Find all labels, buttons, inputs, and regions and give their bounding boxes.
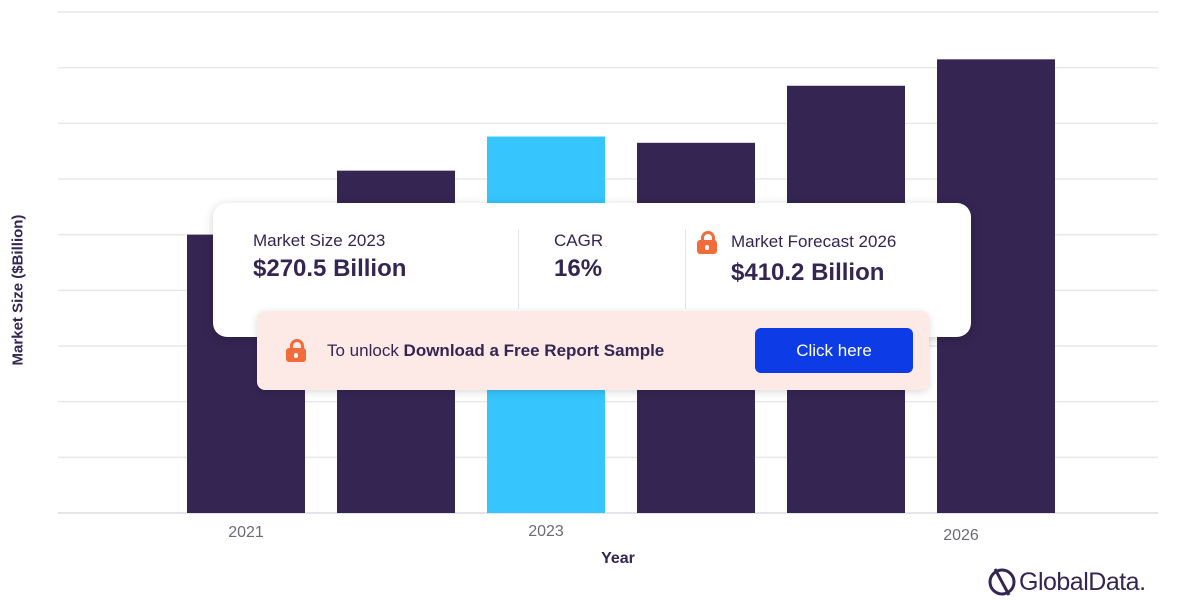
lock-icon bbox=[286, 339, 306, 362]
cagr-value: 16% bbox=[554, 255, 603, 282]
x-tick-label-2026: 2026 bbox=[943, 527, 979, 544]
unlock-banner: To unlock Download a Free Report Sample … bbox=[257, 311, 929, 390]
divider bbox=[518, 229, 519, 309]
market-size-label: Market Size 2023 bbox=[253, 231, 386, 250]
x-tick-label-2021: 2021 bbox=[228, 524, 264, 541]
divider bbox=[685, 229, 686, 309]
market-size-value: $270.5 Billion bbox=[253, 255, 407, 282]
click-here-button[interactable]: Click here bbox=[755, 328, 913, 373]
globaldata-logo-icon bbox=[988, 568, 1016, 596]
cagr-stat: CAGR 16% bbox=[554, 231, 603, 283]
cagr-label: CAGR bbox=[554, 231, 604, 250]
forecast-label-row: Market Forecast 2026 bbox=[697, 231, 897, 254]
unlock-text-bold: Download a Free Report Sample bbox=[403, 341, 665, 360]
forecast-stat: Market Forecast 2026 $410.2 Billion bbox=[697, 231, 896, 287]
y-axis-title: Market Size ($Billion) bbox=[9, 214, 27, 366]
x-axis-title: Year bbox=[601, 550, 635, 567]
lock-icon bbox=[697, 231, 717, 254]
unlock-text-prefix: To unlock bbox=[327, 341, 404, 360]
forecast-label: Market Forecast 2026 bbox=[731, 232, 897, 251]
unlock-text: To unlock Download a Free Report Sample bbox=[327, 341, 664, 361]
x-tick-label-2023: 2023 bbox=[528, 523, 564, 540]
y-axis-title-wrap: Market Size ($Billion) bbox=[6, 190, 30, 390]
globaldata-logo-text: GlobalData. bbox=[1019, 568, 1146, 596]
market-size-stat: Market Size 2023 $270.5 Billion bbox=[253, 231, 406, 283]
x-tick-labels: 2021 2023 2026 bbox=[228, 523, 979, 544]
forecast-value: $410.2 Billion bbox=[731, 259, 885, 286]
